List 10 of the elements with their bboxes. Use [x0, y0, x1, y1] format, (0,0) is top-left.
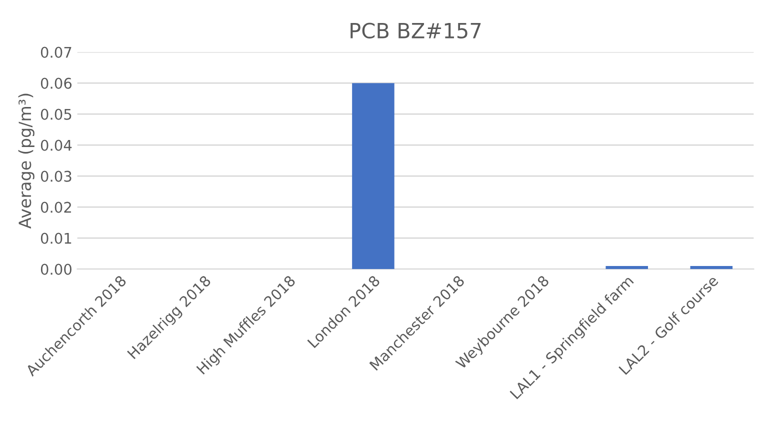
y-tick-label: 0.06: [40, 78, 72, 89]
y-tick-label: 0.03: [40, 170, 72, 182]
y-tick-label: 0.04: [40, 140, 72, 151]
chart-title: PCB BZ#157: [350, 22, 481, 38]
y-tick-label: 0.07: [40, 46, 72, 58]
y-axis-title: Average (pg/m³): [18, 94, 34, 229]
y-tick-label: 0.05: [40, 108, 72, 120]
y-tick-label: 0.02: [40, 202, 71, 213]
y-tick-label: 0.00: [40, 264, 72, 275]
y-tick-label: 0.01: [40, 232, 72, 244]
